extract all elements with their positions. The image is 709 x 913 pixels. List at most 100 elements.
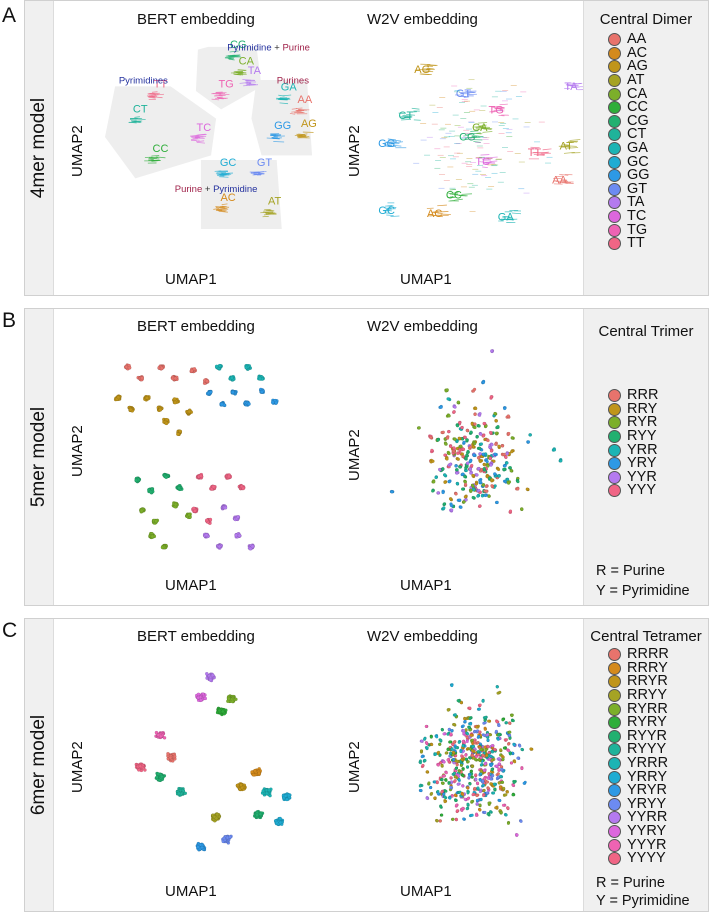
legend-label: GC bbox=[627, 153, 649, 170]
embedding-point bbox=[497, 781, 501, 785]
panel-a-legend-entry: AG bbox=[608, 59, 650, 74]
legend-label: CG bbox=[627, 112, 649, 129]
legend-label: GT bbox=[627, 180, 648, 197]
embedding-point bbox=[461, 767, 465, 771]
panel-c-legend-entry: RRRR bbox=[608, 647, 669, 662]
embedding-point bbox=[503, 406, 507, 411]
embedding-point bbox=[215, 812, 220, 817]
panel-b-w2v-xlabel: UMAP1 bbox=[400, 577, 452, 594]
embedding-point bbox=[231, 390, 235, 395]
embedding-point bbox=[255, 813, 259, 817]
embedding-token-mark bbox=[228, 58, 235, 61]
embedding-point bbox=[470, 749, 474, 753]
embedding-point bbox=[495, 764, 499, 768]
legend-label: RYYY bbox=[627, 741, 667, 758]
embedding-point bbox=[519, 819, 523, 823]
embedding-point bbox=[489, 463, 493, 467]
panel-a-legend-entry: TT bbox=[608, 236, 650, 251]
panel-b-legend-entry: YYR bbox=[608, 470, 658, 485]
embedding-point bbox=[492, 782, 496, 786]
legend-label: YRYY bbox=[627, 795, 667, 812]
embedding-point bbox=[490, 767, 494, 771]
embedding-point bbox=[471, 473, 475, 478]
embedding-token-mark bbox=[253, 173, 263, 176]
embedding-point bbox=[473, 412, 477, 417]
embedding-point bbox=[438, 742, 442, 746]
embedding-point bbox=[390, 490, 394, 494]
embedding-point bbox=[481, 483, 486, 487]
panel-b-legend-title: Central Trimer bbox=[598, 323, 694, 340]
embedding-token-mark bbox=[406, 113, 416, 116]
legend-swatch bbox=[608, 155, 621, 169]
embedding-point bbox=[432, 480, 436, 484]
embedding-token-mark bbox=[270, 133, 282, 136]
embedding-token-mark bbox=[569, 82, 578, 85]
embedding-point bbox=[465, 740, 469, 744]
embedding-point bbox=[497, 733, 501, 737]
cluster-RYY bbox=[134, 476, 155, 495]
embedding-point bbox=[461, 774, 465, 778]
embedding-point bbox=[500, 780, 505, 784]
embedding-point bbox=[258, 812, 263, 816]
legend-swatch bbox=[608, 797, 621, 811]
embedding-token-mark bbox=[414, 68, 424, 71]
panel-a-legend-entry: AA bbox=[608, 32, 650, 47]
group-label: Pyrimidines bbox=[119, 76, 168, 87]
embedding-point bbox=[431, 489, 435, 493]
panel-a-legend: Central Dimer AA AC AG AT CA CC CG CT GA GC GG GT TA… bbox=[583, 1, 708, 295]
embedding-point bbox=[217, 708, 222, 713]
embedding-point bbox=[488, 430, 493, 435]
cluster-AT: AT bbox=[558, 139, 581, 154]
embedding-point bbox=[466, 797, 470, 801]
embedding-point bbox=[490, 758, 494, 762]
embedding-point bbox=[196, 692, 201, 697]
embedding-token-mark bbox=[567, 141, 575, 144]
embedding-point bbox=[219, 402, 224, 407]
cluster-label: CC bbox=[446, 189, 462, 201]
embedding-point bbox=[421, 763, 425, 767]
embedding-point bbox=[203, 696, 208, 701]
embedding-point bbox=[228, 835, 232, 839]
scatter-points bbox=[389, 349, 563, 515]
embedding-point bbox=[504, 813, 508, 817]
panel-c: 6mer model BERT embedding W2V embedding … bbox=[24, 618, 709, 912]
embedding-token-mark bbox=[218, 208, 229, 211]
legend-swatch bbox=[608, 142, 621, 156]
legend-label: RYY bbox=[627, 428, 657, 445]
embedding-point bbox=[486, 776, 490, 780]
embedding-point bbox=[477, 758, 481, 762]
legend-swatch bbox=[608, 402, 621, 416]
embedding-point bbox=[465, 807, 469, 811]
embedding-point bbox=[459, 444, 463, 448]
embedding-point bbox=[477, 413, 482, 417]
embedding-point bbox=[454, 818, 459, 822]
embedding-point bbox=[439, 738, 443, 742]
embedding-point bbox=[482, 421, 486, 426]
embedding-point bbox=[509, 450, 514, 454]
embedding-point bbox=[466, 461, 470, 465]
embedding-point bbox=[176, 432, 180, 436]
panel-a-legend-entry: GT bbox=[608, 180, 650, 197]
panel-c-legend-entry: YYRY bbox=[608, 824, 669, 839]
embedding-point bbox=[490, 743, 494, 748]
cluster-label: TA bbox=[248, 65, 262, 77]
cluster-label: CT bbox=[133, 103, 148, 115]
embedding-token-mark bbox=[477, 122, 488, 124]
embedding-token-mark bbox=[386, 214, 394, 216]
embedding-point bbox=[450, 729, 454, 733]
cluster-YYR bbox=[202, 532, 224, 550]
legend-swatch bbox=[608, 648, 621, 662]
legend-swatch bbox=[608, 729, 621, 743]
embedding-point bbox=[145, 396, 149, 400]
embedding-point bbox=[479, 756, 483, 760]
embedding-point bbox=[478, 480, 483, 484]
embedding-token-mark bbox=[419, 73, 430, 75]
embedding-token-mark bbox=[217, 175, 225, 177]
embedding-point bbox=[278, 816, 282, 821]
cluster-label: TT bbox=[154, 79, 168, 91]
embedding-point bbox=[462, 440, 466, 444]
panel-c-legend-entry: RRYR bbox=[608, 674, 669, 689]
embedding-point bbox=[164, 421, 169, 426]
embedding-point bbox=[285, 797, 289, 802]
cluster-label: GG bbox=[274, 120, 291, 132]
